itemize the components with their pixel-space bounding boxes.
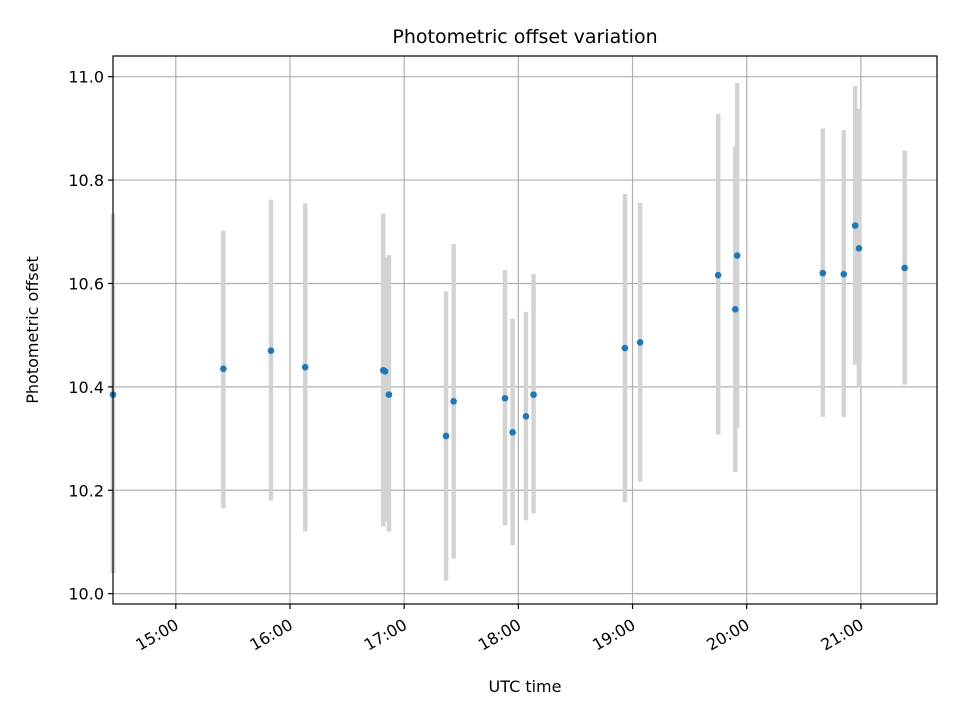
x-axis-label: UTC time — [489, 677, 562, 696]
points — [109, 222, 908, 440]
data-point — [301, 363, 309, 371]
data-point — [385, 391, 393, 398]
data-point — [501, 394, 509, 402]
data-point — [840, 270, 848, 278]
y-tick-label: 10.8 — [68, 171, 104, 190]
data-point — [851, 222, 859, 229]
chart-title: Photometric offset variation — [392, 26, 657, 48]
y-tick-label: 10.6 — [68, 274, 104, 293]
data-point — [450, 398, 457, 405]
data-point — [855, 245, 863, 252]
data-point — [267, 347, 275, 354]
data-point — [714, 271, 722, 279]
data-point — [522, 413, 530, 420]
data-point — [220, 365, 227, 373]
data-point — [901, 264, 908, 272]
data-point — [621, 344, 629, 352]
data-point — [731, 306, 739, 313]
plot-frame — [112, 55, 938, 605]
data-point — [819, 269, 827, 277]
y-axis-label: Photometric offset — [23, 256, 42, 404]
y-tick-label: 10.0 — [68, 585, 104, 604]
data-point — [442, 432, 450, 440]
y-tick-label: 11.0 — [68, 68, 104, 87]
data-point — [530, 391, 537, 398]
data-point — [381, 368, 389, 375]
y-tick-label: 10.4 — [68, 378, 104, 397]
data-point — [636, 339, 644, 346]
y-axis: 10.0 10.2 10.4 10.6 10.8 11.0 — [68, 68, 113, 604]
data-point — [733, 252, 741, 259]
y-tick-label: 10.2 — [68, 481, 104, 500]
data-point — [509, 429, 516, 436]
